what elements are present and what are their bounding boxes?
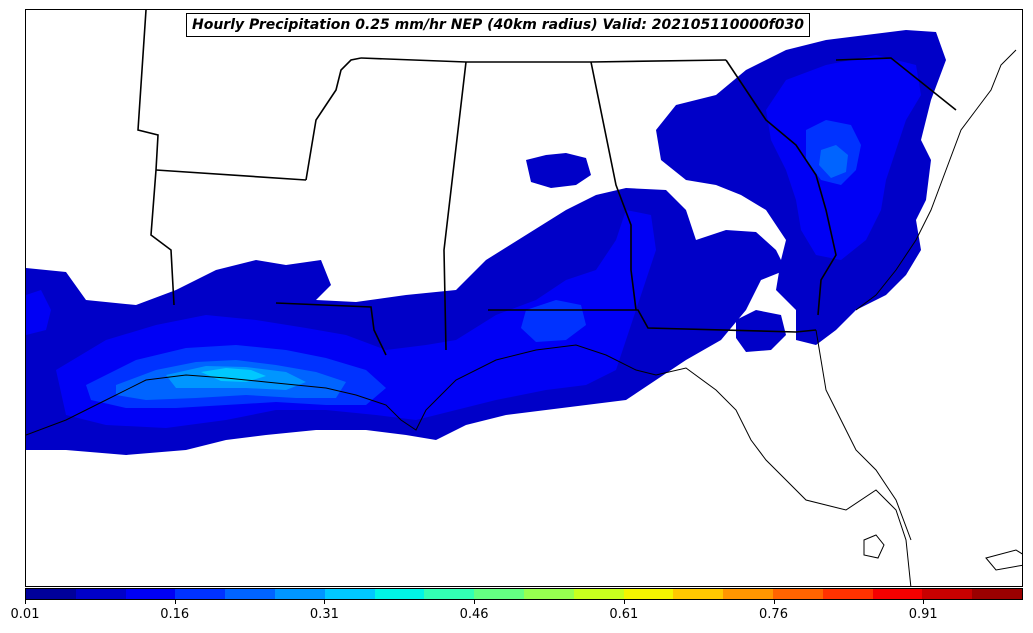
colorbar-ticks: 0.01 0.16 0.31 0.46 0.61 0.76 0.91: [11, 600, 1023, 630]
precip-level-6: [201, 368, 266, 382]
colorbar-segment: [274, 589, 325, 599]
colorbar-segment: [972, 589, 1022, 599]
boundary-arkansas-louisiana: [155, 169, 307, 181]
colorbar-segment: [872, 589, 923, 599]
colorbar-tick-label: 0.91: [908, 607, 938, 622]
colorbar-tick: [773, 600, 775, 604]
colorbar-segment: [424, 589, 475, 599]
boundary-louisiana-mississippi: [275, 302, 387, 356]
colorbar-segment: [75, 589, 126, 599]
colorbar-segment: [723, 589, 773, 599]
colorbar-tick-label: 0.46: [459, 607, 489, 622]
bahamas-island: [985, 549, 1022, 571]
boundary-alabama-georgia: [590, 61, 637, 311]
map-title: Hourly Precipitation 0.25 mm/hr NEP (40k…: [186, 13, 811, 37]
boundary-texas-oklahoma-north: [137, 10, 175, 306]
precipitation-map: [26, 10, 1022, 586]
boundary-mississippi-river: [305, 57, 362, 181]
colorbar-segment: [573, 589, 624, 599]
colorbar-tick: [25, 600, 26, 604]
colorbar-tick: [324, 600, 326, 604]
colorbar-tick-label: 0.31: [309, 607, 339, 622]
lake-okeechobee: [863, 534, 885, 559]
atlantic-coastline: [815, 329, 912, 541]
colorbar-tick: [474, 600, 476, 604]
colorbar-tick: [174, 600, 176, 604]
colorbar-tick-label: 0.61: [609, 607, 639, 622]
colorbar-segment: [175, 589, 226, 599]
map-panel: [25, 9, 1023, 587]
colorbar-segment: [125, 589, 176, 599]
boundary-tennessee-south: [360, 57, 727, 63]
boundary-alabama-florida: [488, 309, 817, 333]
colorbar-segment: [623, 589, 674, 599]
boundary-mississippi-alabama: [443, 61, 467, 351]
colorbar-segment: [922, 589, 973, 599]
colorbar-tick-label: 0.76: [759, 607, 788, 622]
colorbar: [25, 588, 1023, 600]
carolina-coastline: [855, 49, 1017, 311]
state-boundaries: [137, 10, 957, 356]
colorbar-segment: [822, 589, 873, 599]
colorbar-tick: [923, 600, 925, 604]
colorbar-tick: [623, 600, 625, 604]
boundary-north-carolina: [835, 57, 957, 111]
colorbar-segment: [673, 589, 724, 599]
gulf-coastline: [26, 344, 912, 586]
colorbar-segment: [772, 589, 823, 599]
colorbar-segment: [225, 589, 275, 599]
boundary-georgia-south-carolina: [725, 59, 837, 316]
colorbar-segment: [324, 589, 375, 599]
coastline: [26, 49, 1022, 586]
colorbar-tick-label: 0.16: [160, 607, 190, 622]
colorbar-segment: [26, 589, 76, 599]
colorbar-segment: [374, 589, 425, 599]
colorbar-tick-label: 0.01: [10, 607, 40, 622]
colorbar-segment: [474, 589, 524, 599]
colorbar-segment: [523, 589, 574, 599]
precip-small-cell-alabama: [526, 153, 591, 188]
